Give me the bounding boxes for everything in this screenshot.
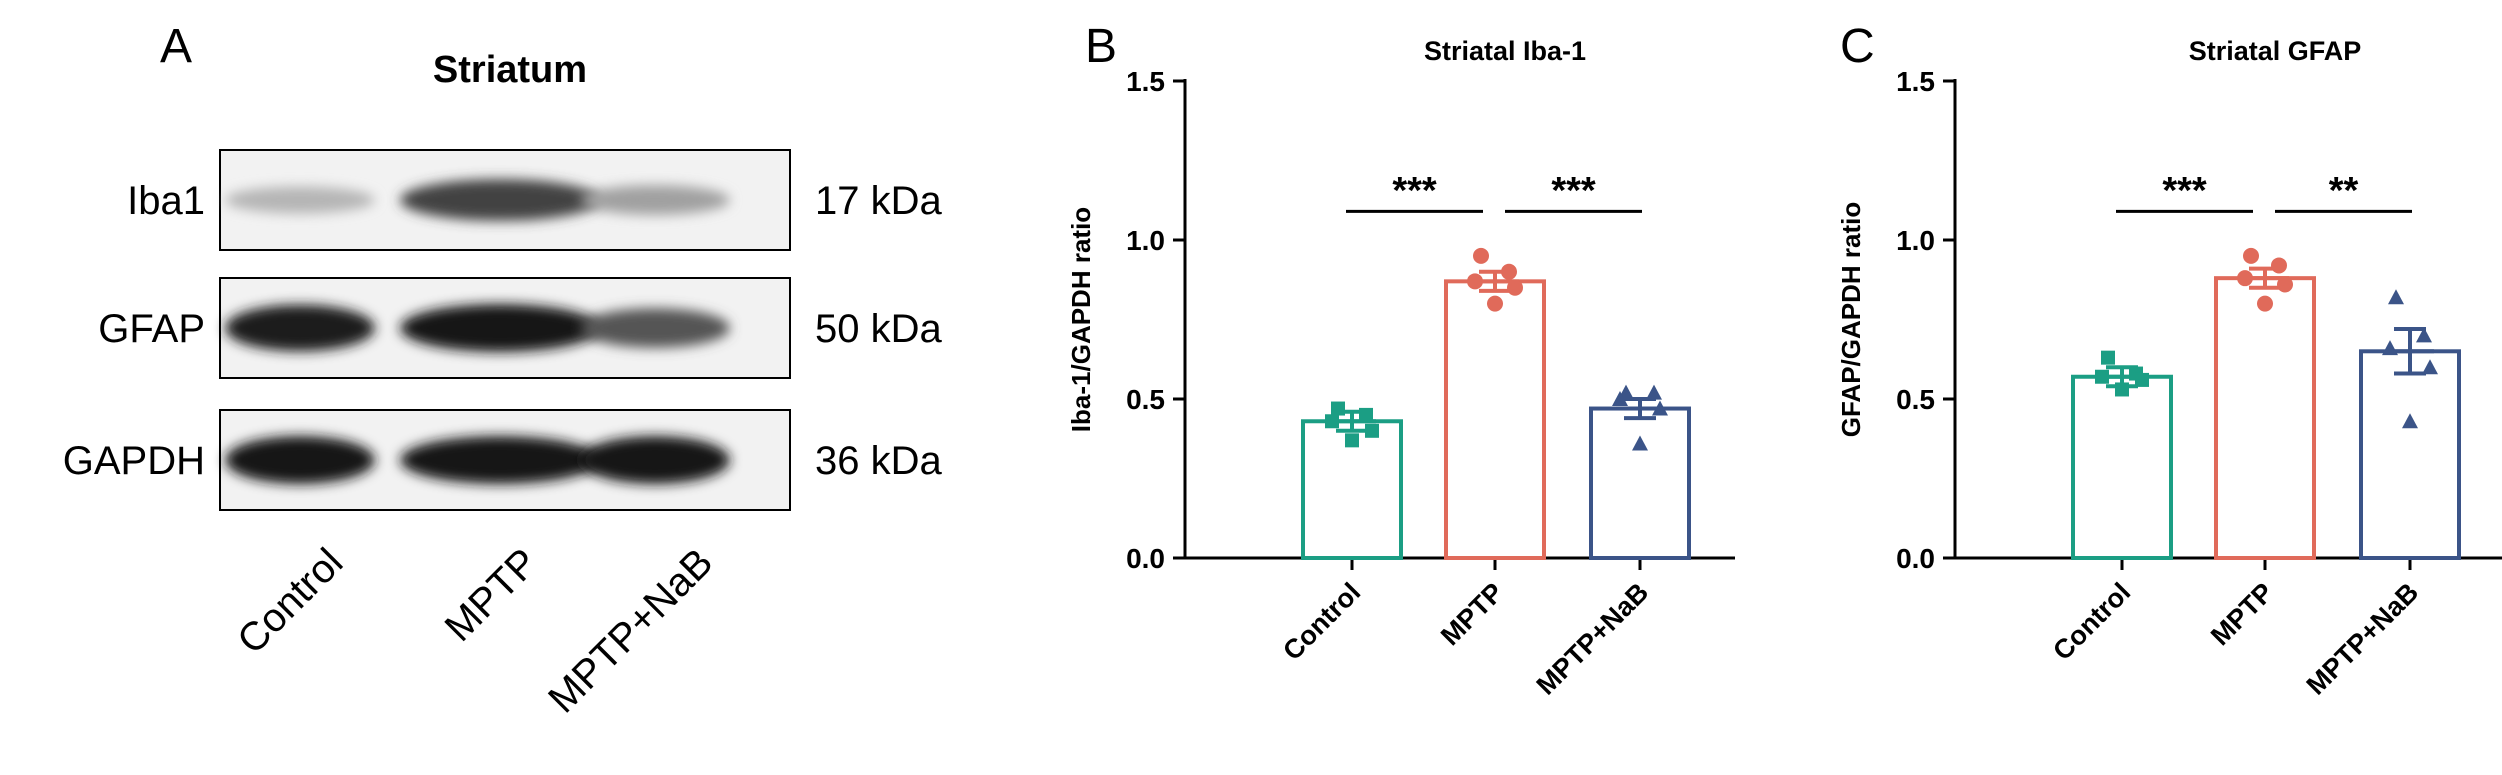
blot-protein-label: GFAP — [98, 307, 205, 351]
data-point — [1325, 414, 1339, 429]
data-point — [1345, 433, 1359, 448]
blot-protein-label: Iba1 — [127, 179, 205, 223]
blot-band — [400, 304, 600, 352]
data-point — [2422, 359, 2438, 375]
chart-title: Striatal Iba-1 — [1424, 36, 1586, 66]
y-tick-label: 1.0 — [1126, 225, 1165, 256]
chart-b: Striatal Iba-1 0.0 0.5 1.0 1.5 Iba-1/GAPDH ra… — [1066, 36, 1735, 701]
data-point — [1507, 279, 1523, 296]
data-point — [1467, 273, 1483, 290]
data-point — [2402, 413, 2418, 429]
bar-mptp — [1444, 279, 1546, 560]
data-point — [2382, 340, 2398, 356]
significance-label: *** — [1551, 170, 1596, 212]
blot-protein-label: GAPDH — [63, 439, 205, 483]
data-point — [1331, 401, 1345, 416]
data-point — [1646, 384, 1662, 400]
y-tick-label: 0.0 — [1896, 543, 1935, 574]
bar-mptp-nab — [2359, 349, 2461, 560]
panel-letter-b: B — [1085, 20, 1117, 73]
data-point — [1487, 295, 1503, 312]
x-tick-label: Control — [1277, 577, 1366, 666]
blot-band — [225, 304, 375, 352]
blot-band — [580, 436, 730, 484]
y-tick-label: 0.5 — [1126, 384, 1165, 415]
data-point — [1612, 391, 1628, 406]
chart-title: Striatal GFAP — [2189, 36, 2362, 66]
panel-letter-c: C — [1840, 20, 1875, 73]
blot-band — [580, 308, 730, 348]
panel-letter-a: A — [160, 20, 192, 73]
data-point — [2135, 372, 2149, 387]
data-point — [1632, 435, 1648, 451]
blot-area: Iba1 17 kDa GFAP 50 kDa GAPDH 36 kDa Control MP… — [63, 149, 942, 721]
bar-mptp — [2214, 276, 2316, 560]
y-tick-label: 1.5 — [1896, 66, 1935, 97]
blot-band — [400, 179, 600, 221]
blot-band — [400, 436, 600, 484]
bar-control — [2071, 374, 2173, 560]
x-tick-label: MPTP — [2205, 577, 2279, 651]
data-point — [1501, 263, 1517, 280]
bar-mptp-nab — [1589, 406, 1691, 561]
y-tick-label: 0.5 — [1896, 384, 1935, 415]
data-point — [2388, 289, 2404, 305]
significance-label: *** — [1392, 170, 1437, 212]
blot-lane-label: Control — [229, 540, 351, 662]
blot-band — [225, 436, 375, 484]
y-tick-label: 0.0 — [1126, 543, 1165, 574]
x-tick-label: MPTP — [1435, 577, 1509, 651]
data-point — [2243, 247, 2259, 264]
data-point — [2277, 276, 2293, 293]
data-point — [2237, 270, 2253, 287]
y-axis-label: GFAP/GAPDH ratio — [1836, 202, 1866, 437]
panel-c: C Striatal GFAP 0.0 0.5 1.0 1.5 GFAP/GAPDH ra… — [1836, 20, 2502, 701]
data-point — [1365, 423, 1379, 438]
blot-band — [225, 186, 375, 214]
data-point — [2271, 257, 2287, 274]
data-point — [2095, 369, 2109, 384]
panel-a: A Striatum Iba1 17 kDa GFAP 50 kDa GAPDH 36 k… — [63, 20, 943, 721]
x-tick-label: MPTP+NaB — [1531, 577, 1655, 701]
data-point — [1473, 247, 1489, 264]
data-point — [2101, 350, 2115, 365]
blot-size-label: 36 kDa — [815, 439, 942, 483]
blot-lane-label: MPTP — [437, 540, 547, 650]
chart-c: Striatal GFAP 0.0 0.5 1.0 1.5 GFAP/GAPDH rati… — [1836, 36, 2502, 701]
data-point — [2257, 295, 2273, 312]
y-axis-label: Iba-1/GAPDH ratio — [1066, 207, 1096, 432]
significance-label: *** — [2162, 170, 2207, 212]
x-tick-label: MPTP+NaB — [2301, 577, 2425, 701]
significance-label: ** — [2329, 170, 2359, 212]
blot-band — [580, 185, 730, 215]
blot-size-label: 50 kDa — [815, 307, 942, 351]
panel-b: B Striatal Iba-1 0.0 0.5 1.0 1.5 Iba-1/GAPDH … — [1066, 20, 1735, 701]
data-point — [2115, 382, 2129, 397]
blot-lane-label: MPTP+NaB — [540, 540, 721, 721]
y-tick-label: 1.0 — [1896, 225, 1935, 256]
blot-size-label: 17 kDa — [815, 179, 942, 223]
data-point — [2416, 327, 2432, 343]
blot-title: Striatum — [433, 49, 587, 91]
data-point — [1359, 407, 1373, 422]
x-tick-label: Control — [2047, 577, 2136, 666]
y-tick-label: 1.5 — [1126, 66, 1165, 97]
data-point — [1652, 400, 1668, 416]
